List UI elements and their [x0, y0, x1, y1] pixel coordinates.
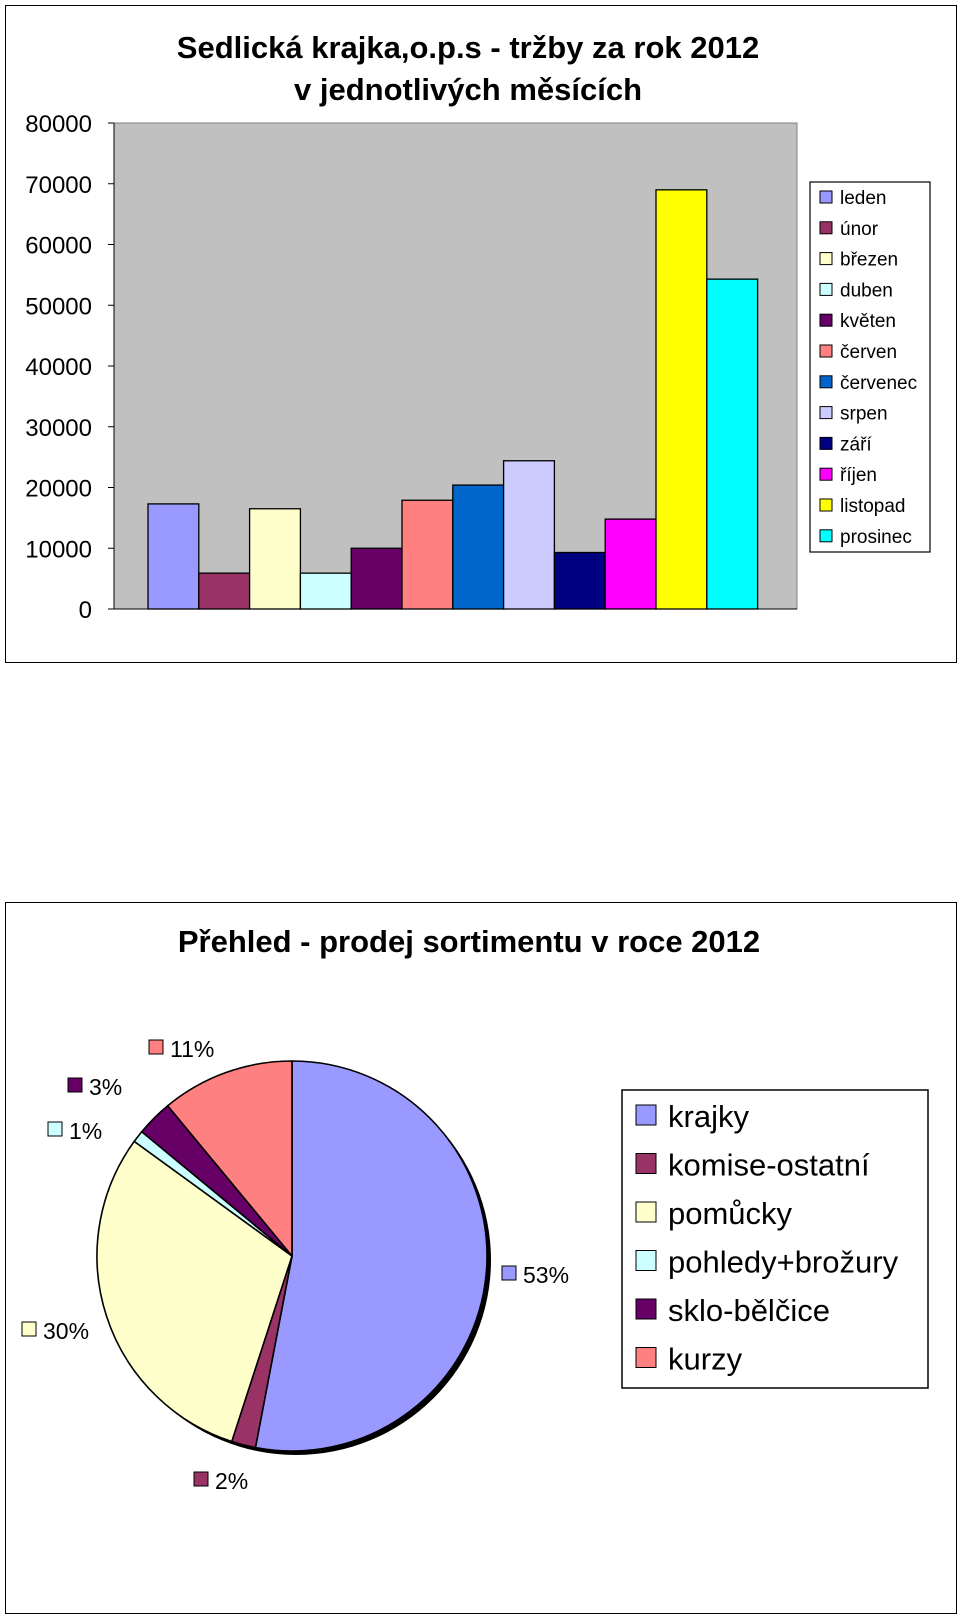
y-tick-label: 60000 [25, 233, 92, 260]
pct-swatch-kurzy [148, 1039, 164, 1055]
legend-swatch-kurzy [635, 1347, 657, 1368]
legend-box [809, 181, 931, 553]
pct-swatch-pohledy+brožury [47, 1121, 63, 1137]
legend-label-červenec: červenec [840, 373, 917, 394]
legend-swatch-leden [819, 190, 833, 204]
legend-swatch-červen [819, 344, 833, 358]
legend-label-pomůcky: pomůcky [668, 1196, 793, 1231]
legend-label-únor: únor [840, 219, 879, 240]
legend-box [621, 1089, 929, 1389]
legend-label-pohledy+brožury: pohledy+brožury [668, 1245, 899, 1280]
legend-swatch-květen [819, 313, 833, 327]
chart-title: Sedlická krajka,o.p.s - tržby za rok 201… [177, 30, 759, 65]
y-tick-label: 80000 [25, 111, 92, 138]
legend-label-komise-ostatní: komise-ostatní [668, 1148, 870, 1183]
legend-swatch-prosinec [819, 529, 833, 543]
y-tick-label: 20000 [25, 476, 92, 503]
chart-subtitle: v jednotlivých měsících [294, 72, 642, 107]
bar-červen [401, 499, 454, 610]
pct-label-sklo-bělčice: 3% [89, 1074, 122, 1100]
y-tick-label: 40000 [25, 354, 92, 381]
bar-srpen [502, 460, 556, 610]
legend-label-duben: duben [840, 280, 893, 301]
legend-swatch-srpen [819, 406, 833, 420]
bar-květen [350, 547, 403, 610]
pct-swatch-sklo-bělčice [67, 1077, 83, 1093]
pct-swatch-krajky [501, 1265, 517, 1281]
pct-label-pomůcky: 30% [43, 1318, 89, 1344]
legend-label-červen: červen [840, 342, 897, 363]
bar-chart-panel: Sedlická krajka,o.p.s - tržby za rok 201… [5, 5, 957, 663]
pct-label-krajky: 53% [523, 1262, 569, 1288]
pct-label-pohledy+brožury: 1% [69, 1118, 102, 1144]
legend-label-srpen: srpen [840, 404, 888, 425]
pct-swatch-komise-ostatní [193, 1471, 209, 1487]
legend-swatch-březen [819, 252, 833, 266]
legend-label-březen: březen [840, 250, 898, 271]
legend-swatch-pohledy+brožury [635, 1250, 657, 1271]
legend-swatch-říjen [819, 467, 833, 481]
bar-únor [198, 572, 251, 610]
legend-swatch-pomůcky [635, 1201, 657, 1223]
legend-label-kurzy: kurzy [668, 1342, 743, 1377]
legend-swatch-duben [819, 282, 833, 296]
y-tick-label: 10000 [25, 536, 92, 563]
chart-title: Přehled - prodej sortimentu v roce 2012 [178, 924, 760, 959]
y-tick-label: 50000 [25, 293, 92, 320]
pie-slice-krajky [254, 1060, 488, 1452]
pie-slice-pomůcky [96, 1140, 293, 1443]
legend-label-sklo-bělčice: sklo-bělčice [668, 1293, 830, 1328]
legend-label-květen: květen [840, 311, 896, 332]
bar-prosinec [706, 278, 759, 610]
y-tick-label: 0 [79, 597, 92, 624]
bar-září [553, 551, 606, 610]
legend-swatch-sklo-bělčice [635, 1298, 657, 1320]
legend-swatch-listopad [819, 498, 833, 512]
y-tick-label: 70000 [25, 172, 92, 199]
pie-chart: Přehled - prodej sortimentu v roce 2012 5… [21, 924, 929, 1494]
legend-swatch-únor [819, 221, 833, 235]
legend-swatch-září [819, 436, 833, 450]
y-tick-label: 30000 [25, 415, 92, 442]
pct-label-komise-ostatní: 2% [215, 1468, 248, 1494]
bar-listopad [655, 189, 708, 610]
bar-leden [147, 503, 200, 610]
bar-červenec [452, 484, 505, 610]
bar-říjen [604, 518, 657, 610]
bar-duben [299, 572, 352, 610]
legend-label-říjen: říjen [840, 465, 877, 486]
pie-slice-kurzy [166, 1060, 293, 1259]
bar-březen [248, 508, 302, 610]
legend-swatch-červenec [819, 375, 833, 389]
legend-swatch-krajky [635, 1104, 657, 1126]
legend-swatch-komise-ostatní [635, 1153, 657, 1174]
legend-label-leden: leden [840, 188, 887, 209]
legend-label-září: září [840, 434, 872, 455]
pie-chart-panel: Přehled - prodej sortimentu v roce 2012 5… [5, 902, 957, 1614]
legend-label-prosinec: prosinec [840, 527, 912, 548]
legend-label-krajky: krajky [668, 1099, 749, 1134]
pct-swatch-pomůcky [21, 1321, 37, 1337]
pct-label-kurzy: 11% [170, 1036, 214, 1062]
bar-chart: Sedlická krajka,o.p.s - tržby za rok 201… [25, 30, 931, 624]
legend-label-listopad: listopad [840, 496, 906, 517]
